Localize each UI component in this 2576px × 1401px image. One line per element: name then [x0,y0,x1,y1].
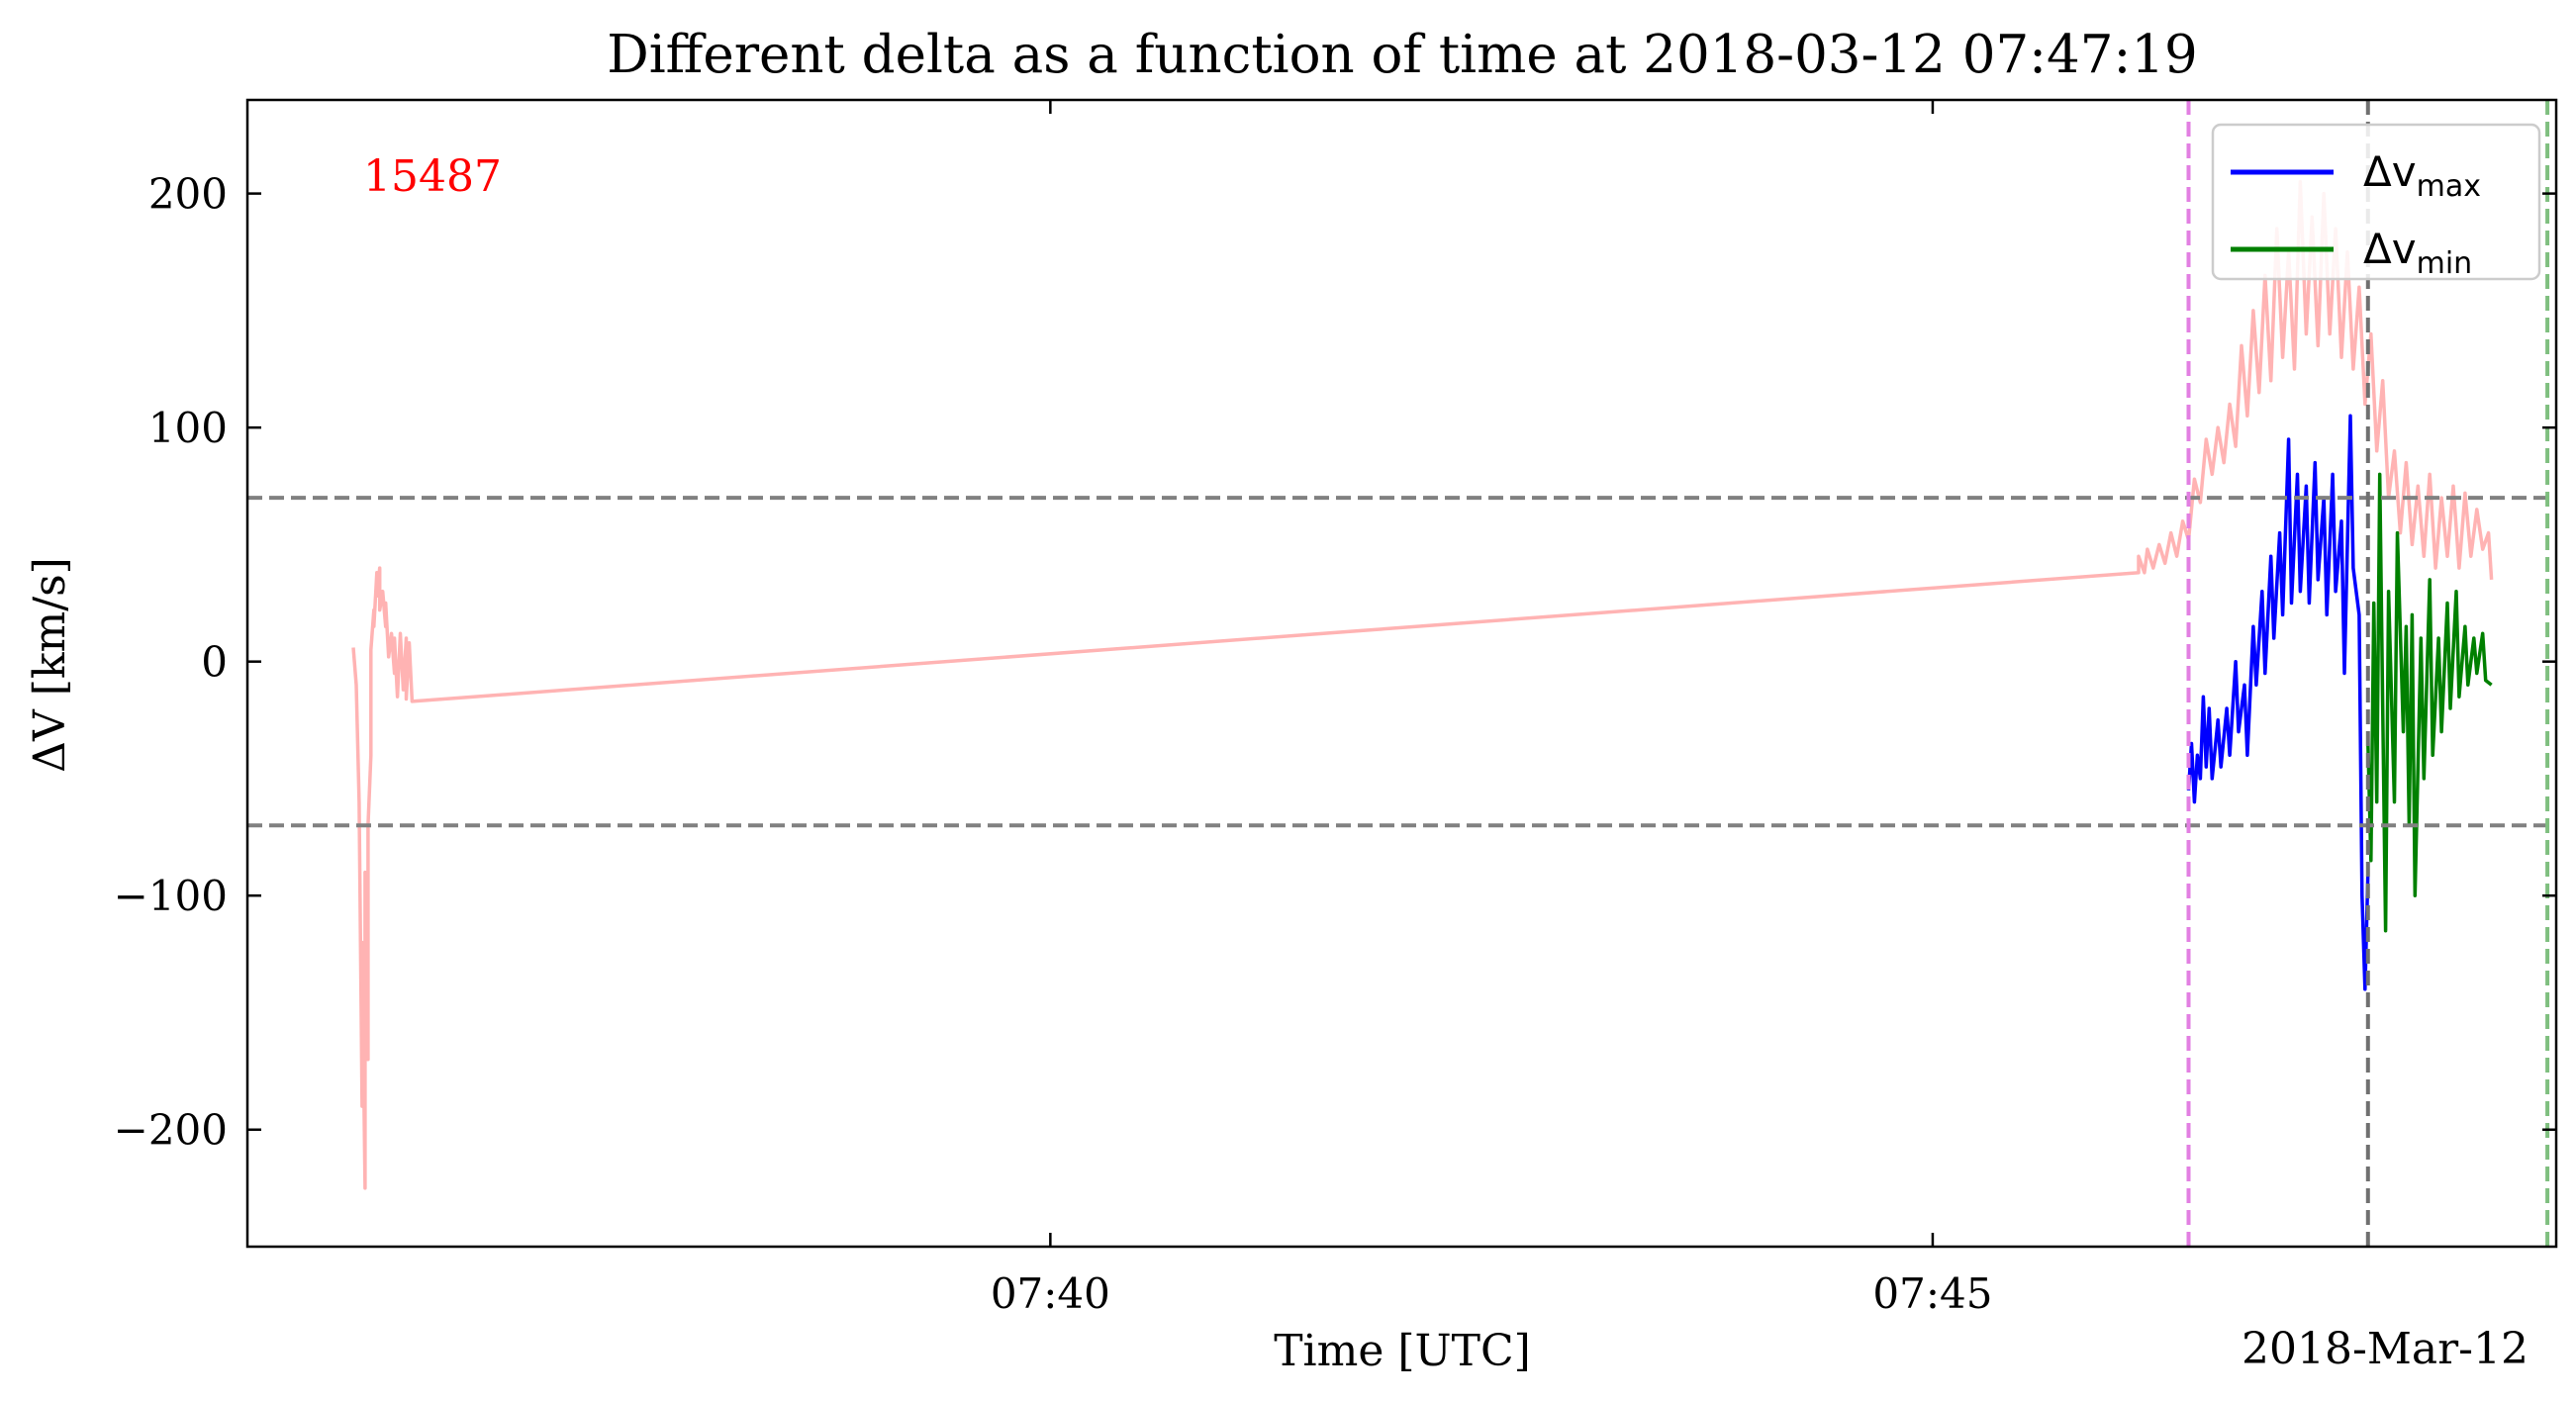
date-label: 2018-Mar-12 [2242,1324,2528,1374]
y-tick-label: −200 [114,1106,228,1155]
chart-title: Different delta as a function of time at… [607,25,2198,85]
series-line-delta [351,180,2494,1190]
y-tick-label: −100 [114,872,228,920]
y-tick-label: 0 [201,638,228,687]
y-tick-label: 100 [148,404,228,452]
series-line-dv-max [2186,414,2370,991]
axes: −200 −100 0 100 200 07:40 07:45 [114,98,2558,1318]
series-line-dv-min [2366,472,2493,933]
x-tick-label: 07:45 [1872,1269,1992,1318]
annotation-label: 15487 [363,151,502,202]
legend-box [2211,123,2541,281]
plot-area [247,100,2556,1247]
x-tick-label: 07:40 [991,1269,1110,1318]
x-axis-label: Time [UTC] [1274,1326,1531,1376]
y-axis-label: ΔV [km/s] [25,557,75,773]
legend-label-max: Δvmax [2363,147,2481,204]
y-tick-label: 200 [148,170,228,219]
legend: Δvmax Δvmin [2211,123,2541,281]
legend-label-min: Δvmin [2363,225,2472,281]
axes-frame [245,98,2558,1249]
